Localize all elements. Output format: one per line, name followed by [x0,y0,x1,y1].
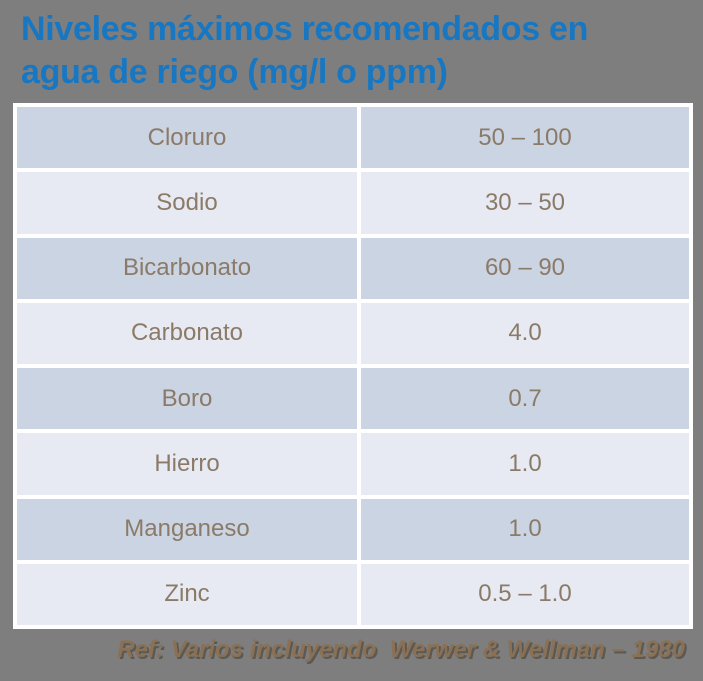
parameter-cell: Cloruro [17,107,357,169]
parameter-cell: Hierro [17,433,357,495]
table-row: Hierro 1.0 [17,433,689,495]
value-cell: 4.0 [361,302,689,364]
parameter-cell: Carbonato [17,302,357,364]
value-cell: 30 – 50 [361,172,689,234]
levels-table: Cloruro 50 – 100 Sodio 30 – 50 Bicarbonato 60… [13,103,693,629]
table-row: Manganeso 1.0 [17,498,689,560]
parameter-cell: Manganeso [17,498,357,560]
parameter-cell: Zinc [17,563,357,625]
table-row: Bicarbonato 60 – 90 [17,237,689,299]
slide-title-line2: agua de riego (mg/l o ppm) [21,53,448,91]
slide-title-line1: Niveles máximos recomendados en [21,10,589,48]
value-cell: 50 – 100 [361,107,689,169]
slide-title: Niveles máximos recomendados en agua de … [21,8,691,94]
parameter-cell: Bicarbonato [17,237,357,299]
value-cell: 0.5 – 1.0 [361,563,689,625]
reference-footer: Ref: Varios incluyendo Werwer & Wellman … [117,636,685,663]
value-cell: 1.0 [361,433,689,495]
value-cell: 1.0 [361,498,689,560]
table-row: Boro 0.7 [17,368,689,430]
table-row: Cloruro 50 – 100 [17,107,689,169]
parameter-cell: Sodio [17,172,357,234]
table-row: Carbonato 4.0 [17,302,689,364]
parameter-cell: Boro [17,368,357,430]
table-row: Zinc 0.5 – 1.0 [17,563,689,625]
table-row: Sodio 30 – 50 [17,172,689,234]
value-cell: 0.7 [361,368,689,430]
value-cell: 60 – 90 [361,237,689,299]
